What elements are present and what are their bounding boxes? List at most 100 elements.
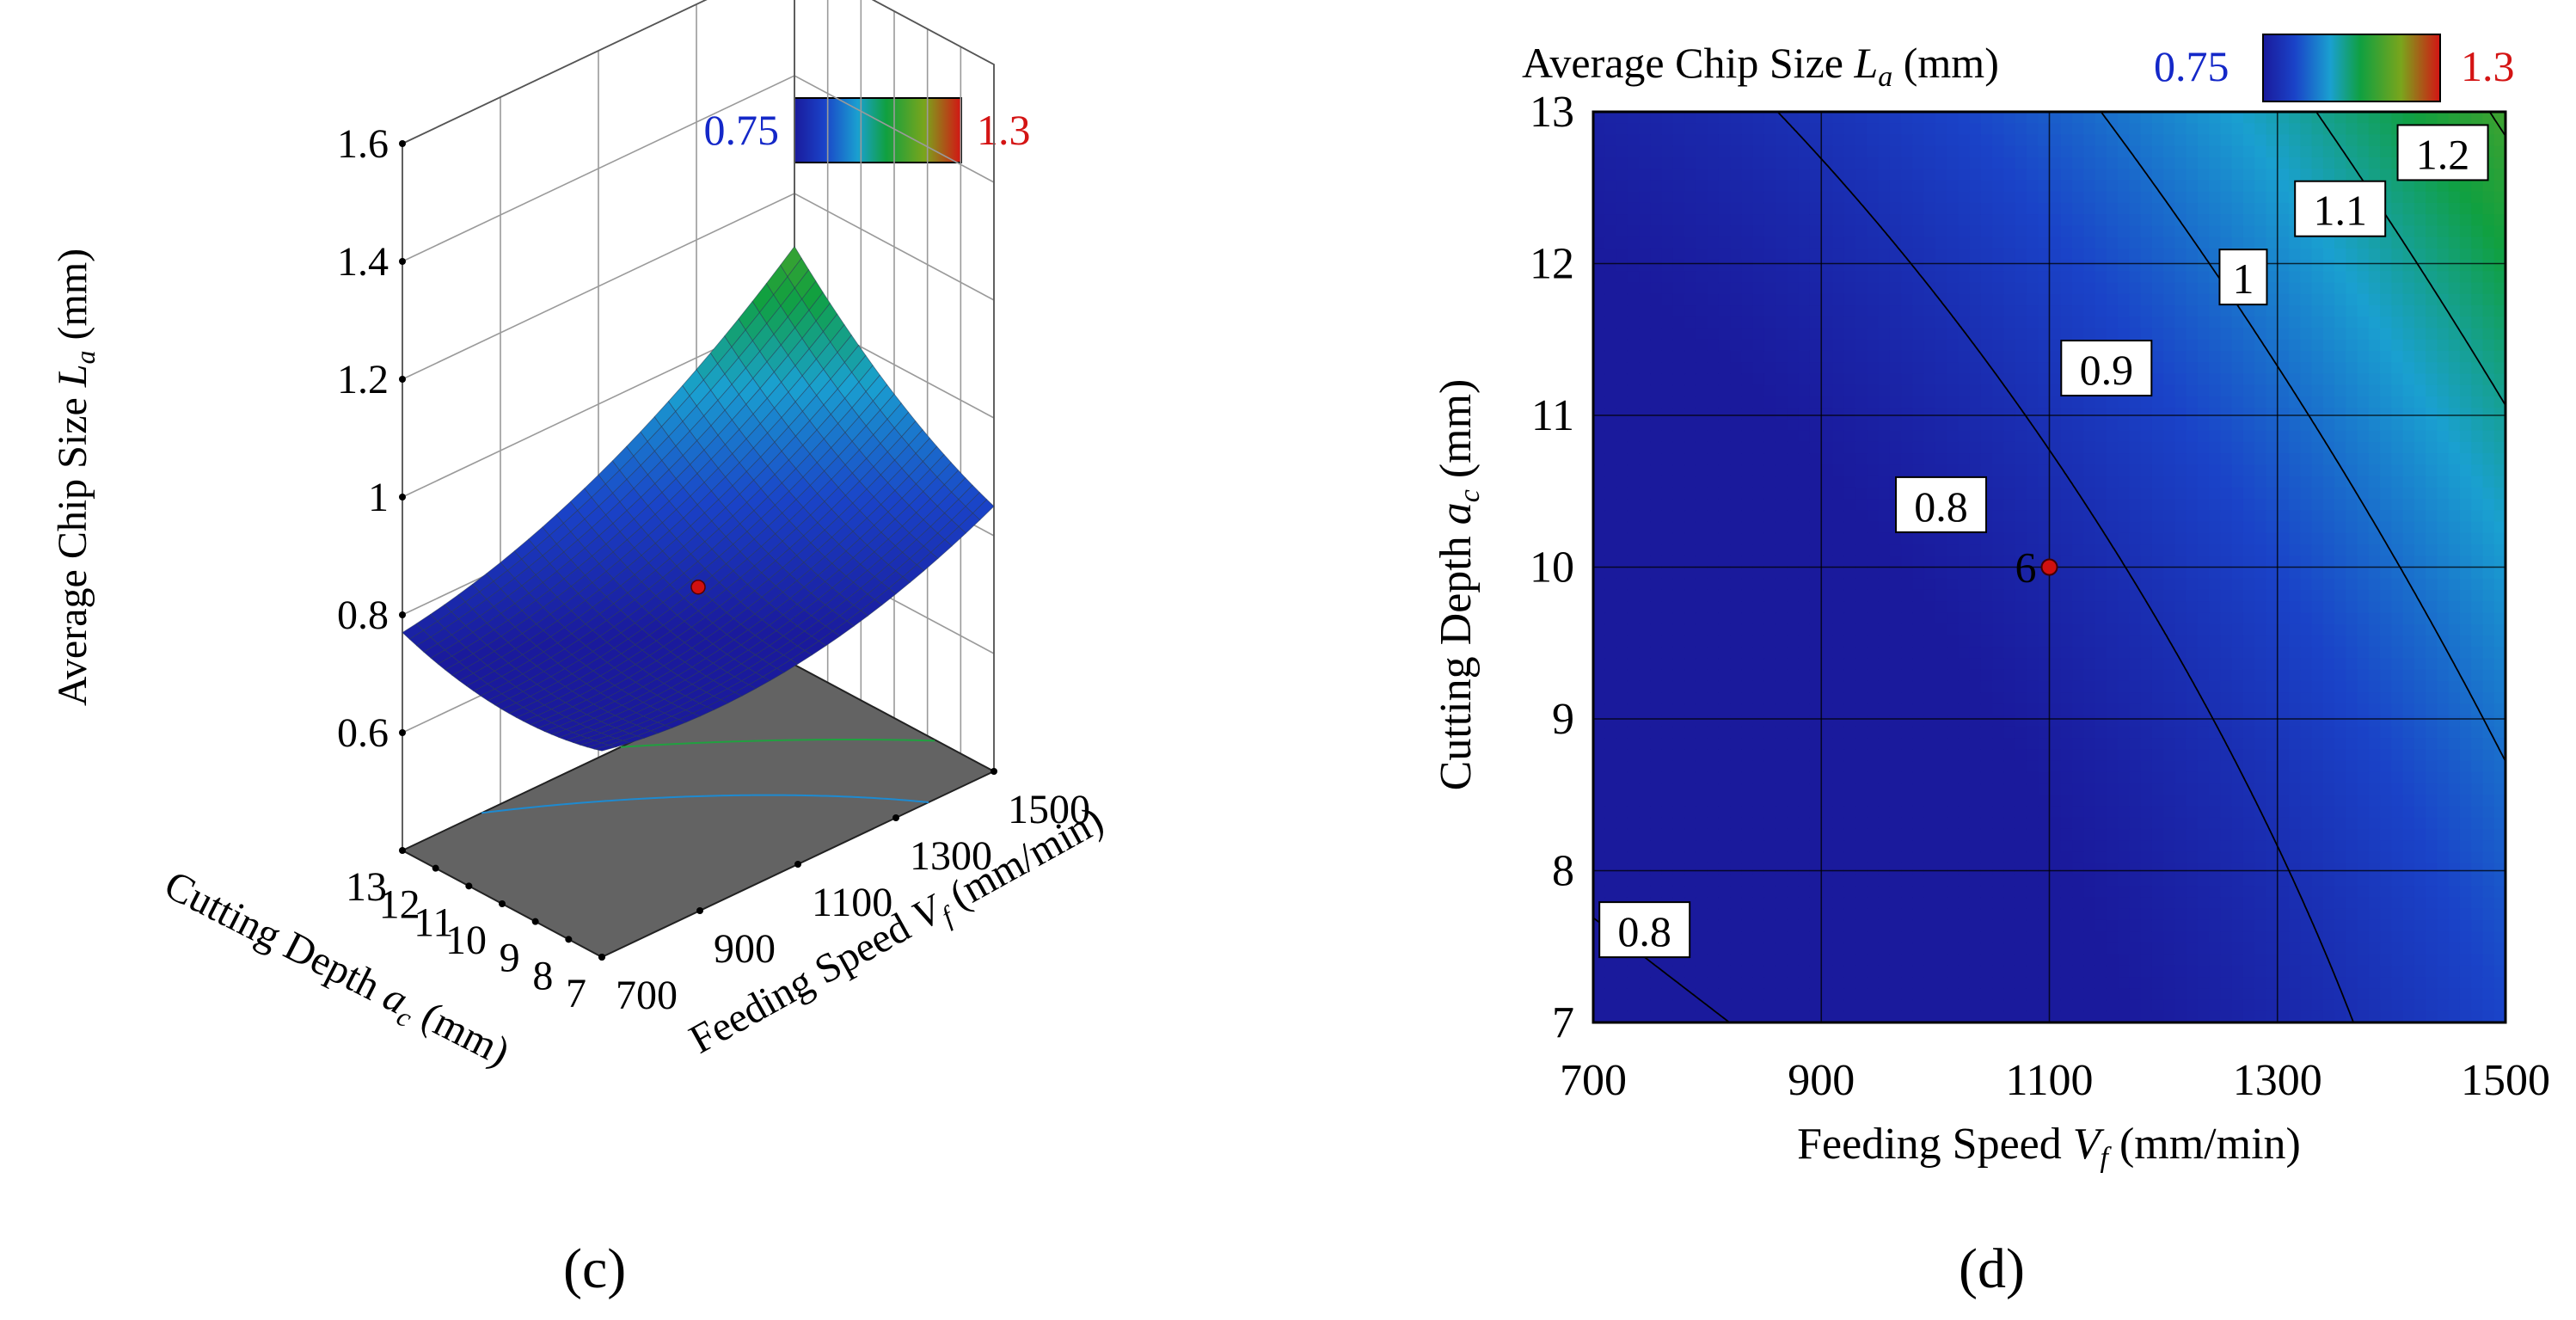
heat-cell xyxy=(1639,305,1652,317)
heat-cell xyxy=(1992,567,2005,580)
heat-cell xyxy=(1661,749,1674,762)
heat-cell xyxy=(2163,954,2176,967)
heat-cell xyxy=(2106,260,2119,273)
heat-cell xyxy=(1832,430,1845,443)
heat-cell xyxy=(1661,202,1674,215)
heat-cell xyxy=(1718,567,1731,580)
heat-cell xyxy=(1958,703,1971,716)
heat-cell xyxy=(1696,578,1708,591)
heat-cell xyxy=(2106,749,2119,762)
heat-cell xyxy=(1855,886,1868,899)
heat-cell xyxy=(1798,886,1811,899)
heat-cell xyxy=(2038,316,2051,329)
heat-cell xyxy=(2163,157,2176,169)
heat-cell xyxy=(2140,999,2153,1012)
heat-cell xyxy=(1878,567,1891,580)
heat-cell xyxy=(1616,430,1628,443)
heat-cell xyxy=(1741,851,1754,864)
heat-cell xyxy=(1901,191,1914,204)
heat-cell xyxy=(1763,271,1776,284)
heat-cell xyxy=(1809,601,1822,614)
heat-cell xyxy=(1787,760,1800,773)
heat-cell xyxy=(1616,760,1628,773)
heat-cell xyxy=(1787,703,1800,716)
heat-cell xyxy=(2174,157,2187,169)
heat-cell xyxy=(2003,225,2016,238)
heat-cell xyxy=(1604,635,1617,648)
heat-cell xyxy=(1901,112,1914,124)
heat-cell xyxy=(1901,612,1914,625)
heat-cell xyxy=(1627,544,1640,556)
heat-cell xyxy=(1912,225,1925,238)
heat-cell xyxy=(1843,795,1856,807)
heat-cell xyxy=(1969,328,1982,341)
heat-cell xyxy=(1776,828,1788,841)
heat-cell xyxy=(1867,282,1880,295)
heat-cell xyxy=(1776,202,1788,215)
heat-cell xyxy=(2095,510,2107,523)
heat-cell xyxy=(2118,316,2131,329)
heat-cell xyxy=(1821,464,1834,477)
heat-cell xyxy=(2151,441,2164,454)
heat-cell xyxy=(1661,623,1674,636)
heat-cell xyxy=(1947,647,1960,660)
heat-cell xyxy=(1855,373,1868,386)
heat-cell xyxy=(1843,499,1856,512)
heat-cell xyxy=(1843,908,1856,921)
heat-cell xyxy=(1718,647,1731,660)
heat-cell xyxy=(1855,783,1868,795)
heat-cell xyxy=(1650,726,1663,739)
heat-cell xyxy=(1593,202,1605,215)
heat-cell xyxy=(1798,293,1811,306)
heat-cell xyxy=(2049,669,2062,682)
heat-cell xyxy=(1889,248,1902,261)
heat-cell xyxy=(1832,874,1845,887)
heat-cell xyxy=(1593,874,1605,887)
heat-cell xyxy=(2049,612,2062,625)
heat-cell xyxy=(2163,578,2176,591)
heat-cell xyxy=(1889,214,1902,227)
heat-cell xyxy=(1867,601,1880,614)
heat-cell xyxy=(2118,1010,2131,1023)
heat-cell xyxy=(1730,339,1743,352)
heat-cell xyxy=(1661,578,1674,591)
heat-cell xyxy=(1889,760,1902,773)
heat-cell xyxy=(1604,680,1617,693)
heat-cell xyxy=(1661,293,1674,306)
heat-cell xyxy=(1604,180,1617,193)
heat-cell xyxy=(1923,988,1936,1001)
heat-cell xyxy=(2049,305,2062,317)
heat-cell xyxy=(1832,362,1845,375)
heat-cell xyxy=(2038,908,2051,921)
heat-cell xyxy=(1901,236,1914,249)
heat-cell xyxy=(2060,635,2073,648)
heat-cell xyxy=(1741,282,1754,295)
heat-cell xyxy=(2049,532,2062,545)
heat-cell xyxy=(2003,453,2016,466)
heat-cell xyxy=(1843,601,1856,614)
heat-cell xyxy=(1992,851,2005,864)
heat-cell xyxy=(1763,180,1776,193)
heat-cell xyxy=(2015,271,2027,284)
heat-cell xyxy=(1752,612,1765,625)
heat-cell xyxy=(1821,988,1834,1001)
heat-cell xyxy=(2118,908,2131,921)
heat-cell xyxy=(2049,931,2062,944)
heat-cell xyxy=(2163,715,2176,728)
heat-cell xyxy=(2072,510,2084,523)
heat-cell xyxy=(1776,589,1788,602)
heat-cell xyxy=(2118,202,2131,215)
heat-cell xyxy=(1730,851,1743,864)
heat-cell xyxy=(1752,362,1765,375)
heat-cell xyxy=(1787,578,1800,591)
heat-cell xyxy=(2049,112,2062,124)
heat-cell xyxy=(1730,464,1743,477)
heat-cell xyxy=(1980,942,1993,955)
heat-cell xyxy=(2026,669,2039,682)
heat-cell xyxy=(1763,738,1776,750)
heat-cell xyxy=(1741,157,1754,169)
heat-cell xyxy=(1809,396,1822,408)
heat-cell xyxy=(1776,532,1788,545)
heat-cell xyxy=(2106,771,2119,784)
heat-cell xyxy=(2106,408,2119,421)
